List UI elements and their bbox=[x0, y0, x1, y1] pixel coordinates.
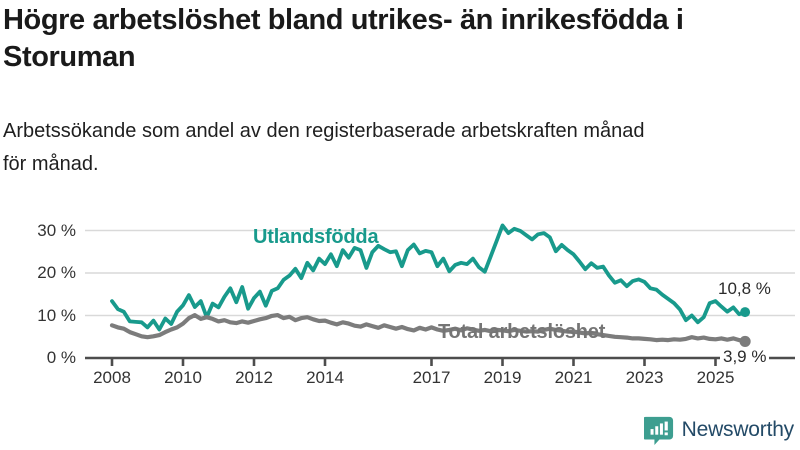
y-axis-label-30: 30 % bbox=[37, 220, 76, 240]
brand-footer: Newsworthy bbox=[643, 414, 795, 446]
line-total-arbetsloshet bbox=[109, 313, 748, 344]
end-dot-total bbox=[739, 335, 751, 348]
x-axis-label-2010: 2010 bbox=[164, 368, 202, 387]
end-dot-utlandsfodda bbox=[740, 307, 751, 318]
series-label-utlandsfodda: Utlandsfödda bbox=[253, 226, 379, 248]
brand-name: Newsworthy bbox=[681, 418, 795, 441]
newsworthy-logo-icon bbox=[643, 416, 673, 445]
x-axis-label-2021: 2021 bbox=[554, 368, 593, 387]
page-title: Högre arbetslöshet bland utrikes- än inr… bbox=[3, 2, 797, 76]
subtitle-line-1: Arbetssökande som andel av den registerb… bbox=[3, 120, 645, 142]
end-value-label-total: 3,9 % bbox=[720, 347, 770, 367]
line-utlandsfodda bbox=[110, 223, 747, 332]
x-axis-label-2012: 2012 bbox=[235, 368, 273, 387]
title-line-1: Högre arbetslöshet bland utrikes- än inr… bbox=[3, 4, 684, 36]
y-axis-label-0: 0 % bbox=[46, 348, 76, 367]
chart-subtitle: Arbetssökande som andel av den registerb… bbox=[3, 115, 797, 181]
y-axis-label-10: 10 % bbox=[37, 305, 76, 325]
x-axis-label-2019: 2019 bbox=[483, 368, 522, 387]
title-line-2: Storuman bbox=[3, 41, 136, 73]
x-axis-label-2017: 2017 bbox=[412, 368, 451, 387]
subtitle-line-2: för månad. bbox=[3, 153, 99, 175]
x-axis-label-2025: 2025 bbox=[696, 368, 735, 387]
x-axis-label-2014: 2014 bbox=[306, 368, 344, 387]
x-axis-label-2023: 2023 bbox=[625, 368, 664, 387]
series-label-total-arbetsloshet: Total arbetslöshet bbox=[438, 321, 606, 343]
end-value-label-utlandsfodda: 10,8 % bbox=[718, 279, 771, 298]
y-axis-label-20: 20 % bbox=[37, 263, 76, 282]
x-axis-label-2008: 2008 bbox=[93, 368, 131, 387]
